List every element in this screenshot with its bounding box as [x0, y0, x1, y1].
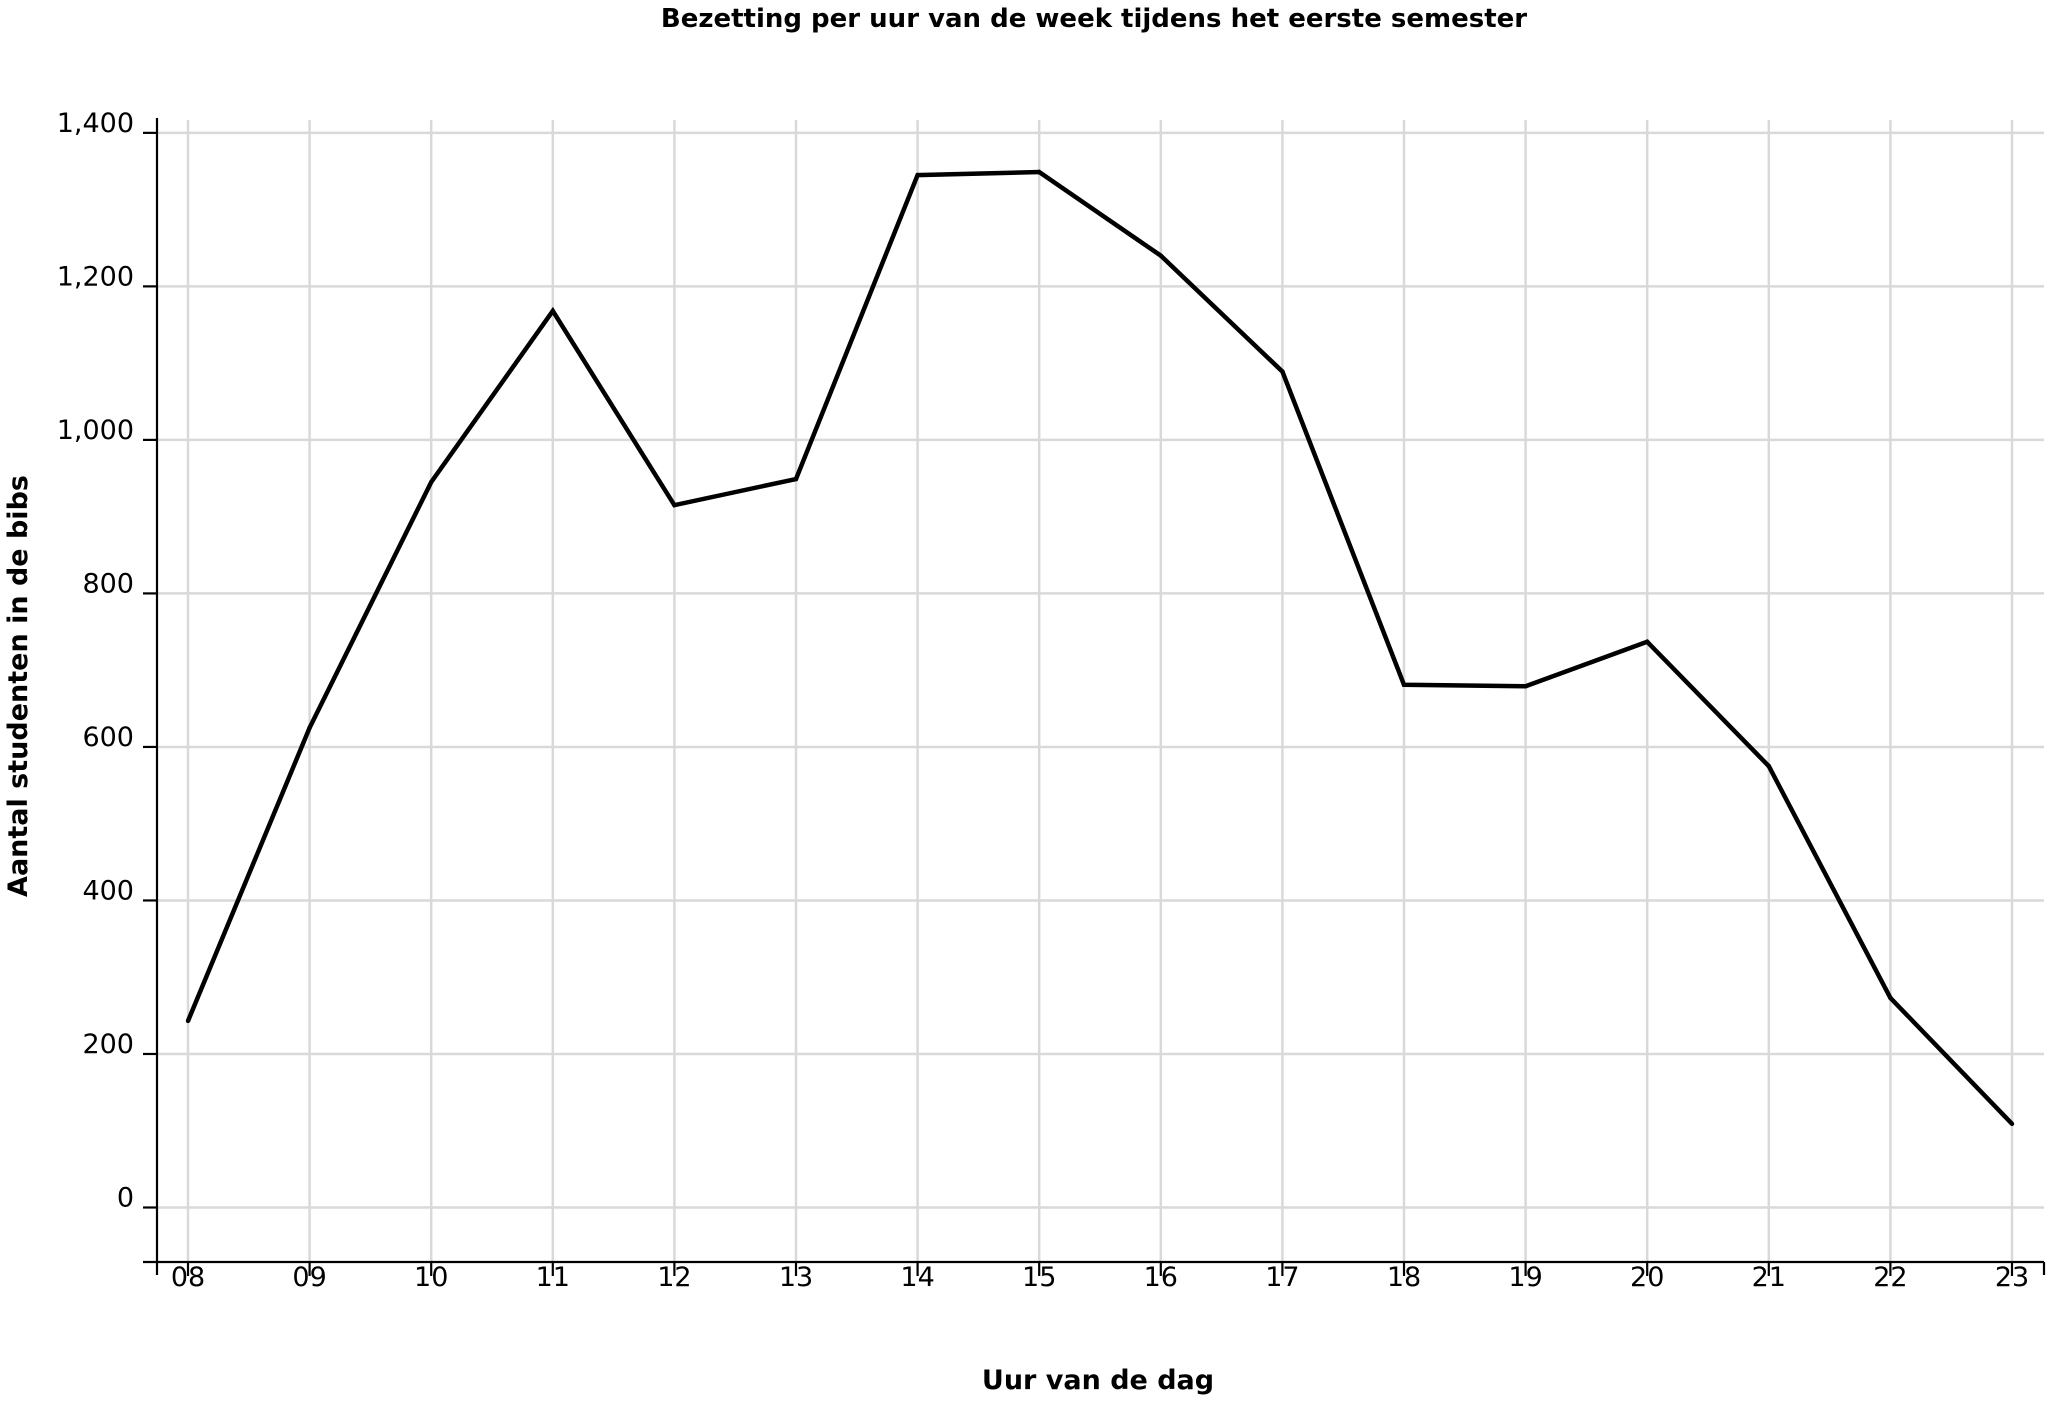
data-point — [185, 1018, 191, 1024]
x-tick-label: 11 — [536, 1262, 570, 1293]
x-tick-label: 14 — [900, 1262, 934, 1293]
x-tick-label: 22 — [1873, 1262, 1907, 1293]
series-line — [185, 169, 2014, 1126]
data-point — [793, 476, 799, 482]
x-tick-label: 09 — [292, 1262, 326, 1293]
x-tick-label: 12 — [657, 1262, 691, 1293]
ticks: 0 200 400 600 800 1,000 1,200 1,400 08 09 10 11 12 13… — [57, 108, 2029, 1293]
data-point — [1401, 682, 1407, 687]
x-tick-label: 08 — [171, 1262, 205, 1293]
data-point — [307, 725, 312, 730]
data-point — [1523, 684, 1528, 689]
y-tick-label: 1,200 — [57, 261, 134, 292]
x-tick-label: 17 — [1265, 1262, 1299, 1293]
axes — [143, 118, 2046, 1275]
y-axis-title: Aantal studenten in de bibs — [3, 475, 34, 897]
y-tick-label: 1,000 — [57, 415, 134, 446]
data-point — [672, 502, 677, 508]
x-tick-label: 19 — [1508, 1262, 1542, 1293]
data-point — [429, 479, 434, 485]
series — [185, 169, 2015, 1127]
data-point — [2009, 1121, 2015, 1127]
x-tick-label: 13 — [779, 1262, 813, 1293]
x-tick-label: 21 — [1752, 1262, 1786, 1293]
x-tick-label: 23 — [1995, 1262, 2029, 1293]
x-axis-title: Uur van de dag — [982, 1365, 1214, 1396]
data-point — [550, 308, 555, 314]
y-tick-label: 1,400 — [57, 108, 134, 139]
x-tick-label: 20 — [1630, 1262, 1664, 1293]
y-tick-label: 600 — [82, 722, 134, 753]
data-point — [1645, 639, 1650, 644]
data-point — [1280, 369, 1285, 374]
grid-lines — [157, 120, 2044, 1262]
x-tick-label: 10 — [414, 1262, 448, 1293]
data-point — [1888, 995, 1893, 1001]
data-point — [1766, 763, 1772, 769]
x-tick-label: 18 — [1387, 1262, 1421, 1293]
data-point — [915, 172, 920, 178]
y-tick-label: 800 — [82, 568, 134, 599]
data-point — [1037, 169, 1042, 175]
y-tick-label: 200 — [82, 1029, 134, 1060]
x-tick-label: 15 — [1022, 1262, 1056, 1293]
chart-title: Bezetting per uur van de week tijdens he… — [661, 4, 1527, 34]
y-tick-label: 0 — [117, 1183, 134, 1214]
data-point — [1158, 253, 1164, 258]
y-tick-label: 400 — [82, 875, 134, 906]
x-tick-label: 16 — [1144, 1262, 1178, 1293]
